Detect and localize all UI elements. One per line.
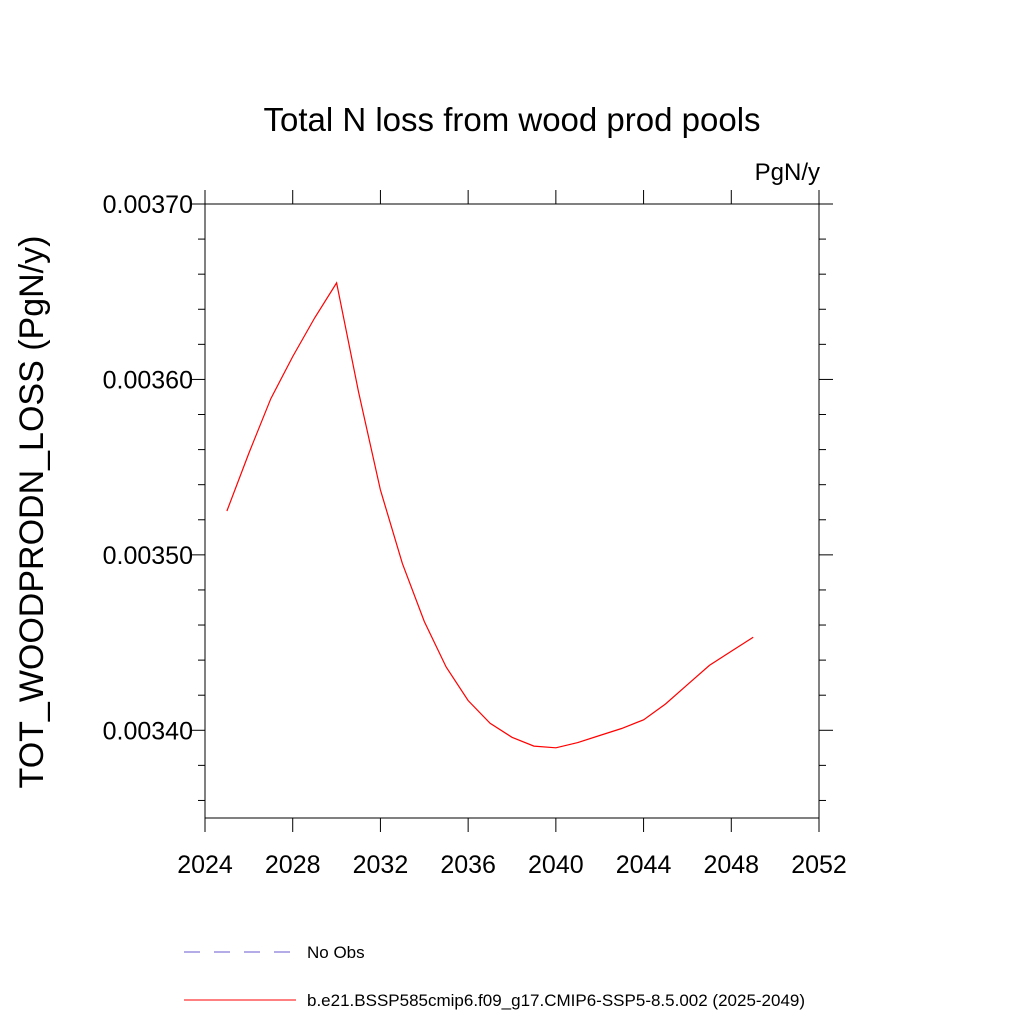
x-tick-label: 2032	[353, 851, 409, 879]
x-tick-label: 2052	[791, 851, 847, 879]
y-tick-label: 0.00360	[103, 366, 193, 394]
legend-label: b.e21.BSSP585cmip6.f09_g17.CMIP6-SSP5-8.…	[307, 991, 805, 1010]
x-tick-label: 2044	[616, 851, 672, 879]
x-tick-label: 2036	[440, 851, 496, 879]
axis-ticks	[191, 190, 833, 832]
x-tick-label: 2040	[528, 851, 584, 879]
axis-tick-labels: 2024 2028 2032 2036 2040 2044 2048 2052 0.00340 0…	[103, 191, 847, 879]
y-tick-label: 0.00350	[103, 542, 193, 570]
series-line	[226, 281, 754, 749]
y-tick-label: 0.00340	[103, 717, 193, 745]
y-axis-label: TOT_WOODPRODN_LOSS (PgN/y)	[13, 236, 51, 789]
x-tick-label: 2024	[177, 851, 233, 879]
y-tick-label: 0.00370	[103, 191, 193, 219]
chart-title: Total N loss from wood prod pools	[263, 101, 760, 138]
series-layer	[226, 281, 754, 749]
legend: No Obs b.e21.BSSP585cmip6.f09_g17.CMIP6-S…	[184, 943, 805, 1010]
x-tick-label: 2048	[703, 851, 759, 879]
legend-label: No Obs	[307, 943, 365, 962]
x-tick-label: 2028	[265, 851, 321, 879]
units-label: PgN/y	[755, 159, 820, 186]
plot-frame	[204, 203, 820, 819]
